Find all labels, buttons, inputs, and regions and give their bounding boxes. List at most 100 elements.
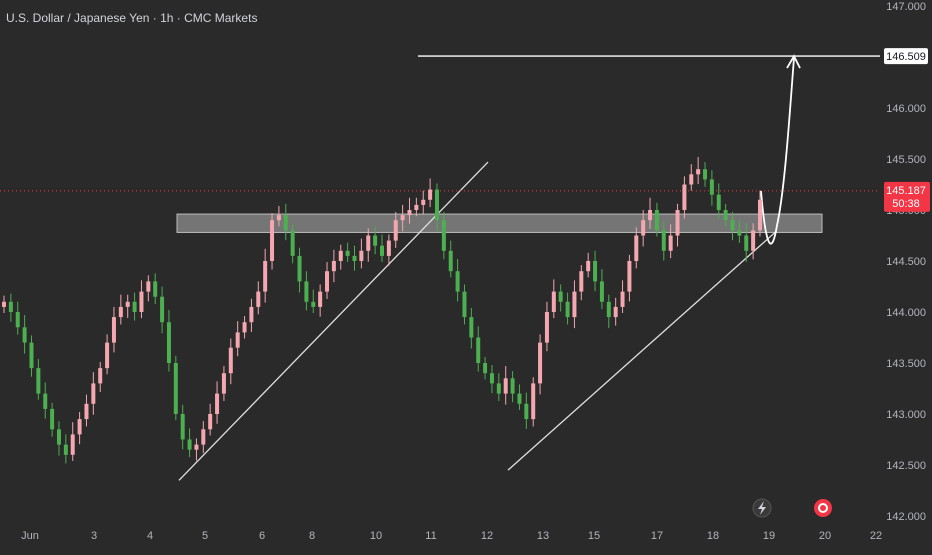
candle-body: [593, 261, 598, 282]
candle-body: [290, 230, 295, 256]
candle-body: [476, 337, 481, 363]
projection-arrowhead: [786, 54, 801, 69]
candle-body: [730, 220, 735, 231]
candle-body: [558, 291, 563, 302]
candle-body: [15, 312, 20, 328]
y-tick-label: 142.000: [886, 511, 926, 523]
axes: 147.000146.500146.000145.500145.000144.5…: [21, 1, 930, 542]
candle-body: [249, 306, 254, 323]
candle-body: [22, 327, 27, 343]
target-price-label: 146.509: [886, 51, 926, 63]
x-tick-label: 19: [763, 530, 775, 542]
annotations: [0, 54, 880, 481]
candle-body: [180, 414, 185, 440]
y-tick-label: 144.000: [886, 307, 926, 319]
y-tick-label: 143.500: [886, 358, 926, 370]
candle-body: [50, 408, 55, 430]
candle-body: [675, 210, 680, 236]
x-tick-label: 10: [370, 530, 382, 542]
candle-body: [283, 215, 288, 231]
candle-body: [8, 301, 13, 312]
candle-body: [572, 291, 577, 318]
candle-body: [160, 296, 165, 323]
candle-body: [448, 250, 453, 272]
candle-body: [709, 179, 714, 195]
last-price-label: 145.187: [886, 185, 926, 197]
candle-body: [201, 429, 206, 445]
candle-body: [125, 301, 130, 307]
candle-body: [242, 322, 247, 333]
candle-body: [737, 230, 742, 236]
candle-body: [751, 230, 756, 251]
x-tick-label: 20: [819, 530, 831, 542]
x-tick-label: 8: [309, 530, 315, 542]
candle-body: [455, 271, 460, 292]
candle-body: [627, 261, 632, 292]
candle-body: [173, 363, 178, 414]
lightning-glyph: [758, 501, 766, 515]
y-tick-label: 146.000: [886, 103, 926, 115]
candle-body: [414, 204, 419, 210]
candle-body: [366, 235, 371, 251]
candle-body: [304, 281, 309, 302]
candle-body: [407, 210, 412, 216]
candle-body: [373, 235, 378, 246]
candle-body: [538, 342, 543, 384]
candle-body: [544, 312, 549, 343]
candle-body: [517, 393, 522, 404]
candle-body: [489, 373, 494, 384]
candle-body: [510, 378, 515, 394]
candle-body: [43, 393, 48, 409]
candle-body: [338, 250, 343, 261]
candle-body: [386, 240, 391, 256]
candle-body: [641, 220, 646, 236]
x-tick-label: 6: [259, 530, 265, 542]
trendline-2: [507, 231, 776, 471]
candle-body: [105, 342, 110, 369]
candle-body: [579, 271, 584, 292]
x-tick-label: 22: [870, 530, 882, 542]
candles: [2, 156, 762, 464]
candle-body: [132, 301, 137, 312]
x-tick-label: 15: [588, 530, 600, 542]
candle-body: [496, 383, 501, 394]
candle-body: [469, 317, 474, 338]
x-tick-label: 12: [481, 530, 493, 542]
candle-body: [270, 220, 275, 261]
chart-title: U.S. Dollar / Japanese Yen · 1h · CMC Ma…: [6, 11, 258, 25]
candle-body: [758, 199, 762, 231]
y-tick-label: 147.000: [886, 1, 926, 13]
candle-body: [503, 378, 508, 394]
candle-body: [194, 444, 199, 450]
record-icon-dot: [820, 505, 826, 511]
candle-body: [586, 261, 591, 272]
candle-body: [434, 189, 439, 221]
candle-body: [153, 281, 158, 297]
candle-body: [352, 255, 357, 261]
candle-body: [668, 235, 673, 251]
x-tick-label: 17: [651, 530, 663, 542]
candle-body: [599, 281, 604, 302]
candle-body: [70, 434, 75, 455]
candle-body: [215, 393, 220, 414]
candle-body: [531, 383, 536, 420]
resistance-zone: [176, 213, 823, 233]
candle-body: [441, 220, 446, 251]
candle-body: [84, 403, 89, 420]
candle-body: [276, 215, 281, 221]
candle-body: [428, 189, 433, 200]
candle-body: [91, 383, 96, 404]
last-price-tag: [884, 181, 930, 212]
candle-body: [221, 373, 226, 394]
candle-body: [139, 291, 144, 312]
countdown-label: 50:38: [892, 198, 920, 210]
candle-body: [359, 250, 364, 261]
candle-body: [297, 255, 302, 282]
candle-body: [77, 419, 82, 435]
x-tick-label: 13: [537, 530, 549, 542]
candle-body: [2, 301, 6, 307]
candle-body: [63, 444, 68, 455]
candle-body: [235, 332, 240, 348]
